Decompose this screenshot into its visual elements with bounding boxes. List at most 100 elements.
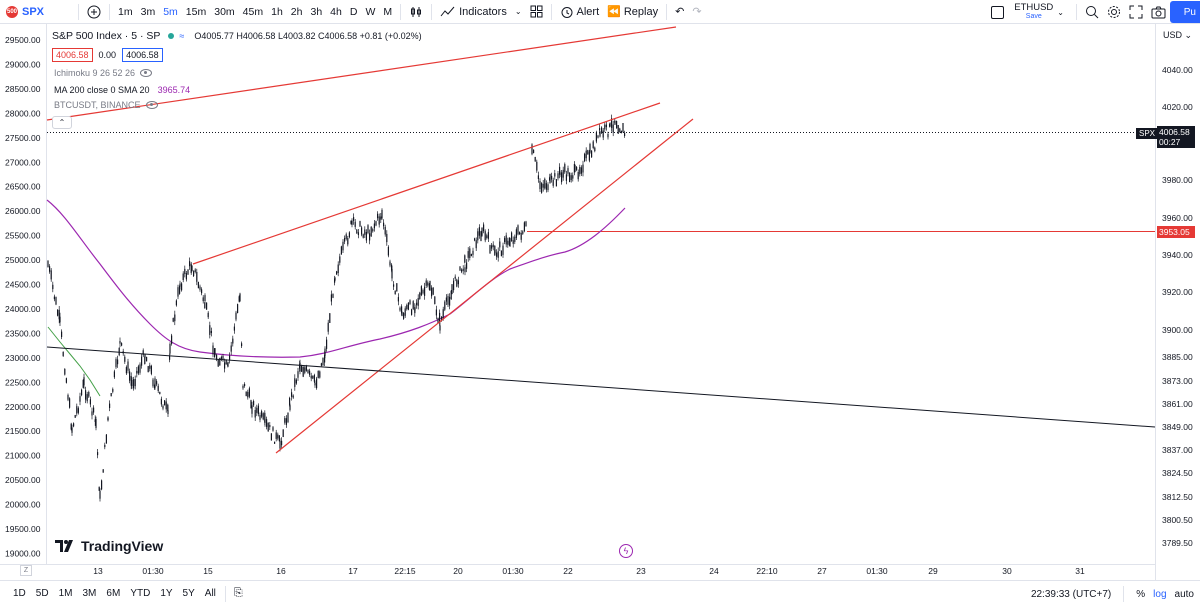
alert-button[interactable]: Alert bbox=[556, 0, 604, 24]
range-5y[interactable]: 5Y bbox=[182, 588, 195, 599]
timeframe-3h[interactable]: 3h bbox=[310, 5, 323, 18]
lightning-icon[interactable]: ϟ bbox=[619, 544, 633, 558]
candle-body bbox=[313, 375, 315, 382]
candle-body bbox=[219, 357, 221, 366]
range-1d[interactable]: 1D bbox=[13, 588, 26, 599]
z-button[interactable]: Z bbox=[20, 565, 32, 576]
price-chart[interactable]: 29500.00 29000.00 28500.00 28000.00 27500.00… bbox=[0, 24, 1200, 580]
bid-button[interactable]: 4006.58 bbox=[52, 48, 93, 62]
candle-body bbox=[237, 304, 239, 313]
series-legend[interactable]: S&P 500 Index · 5 · SP ≈ O4005.77 H4006.… bbox=[52, 30, 422, 42]
timeframe-1h[interactable]: 1h bbox=[271, 5, 283, 18]
redo-button[interactable]: ↷ bbox=[688, 0, 705, 24]
timeframe-d[interactable]: D bbox=[349, 5, 358, 18]
candle-body bbox=[464, 255, 466, 263]
candle-body bbox=[354, 221, 356, 227]
candle-body bbox=[541, 183, 543, 193]
tradingview-logo[interactable]: TradingView bbox=[55, 538, 163, 554]
right-axis-tick: 3920.00 bbox=[1162, 287, 1193, 297]
collapse-legend-button[interactable]: ⌃ bbox=[52, 116, 72, 129]
timeframe-30m[interactable]: 30m bbox=[214, 5, 235, 18]
candle-body bbox=[194, 269, 196, 272]
timeframe-w[interactable]: W bbox=[365, 5, 376, 18]
candle-body bbox=[297, 371, 299, 378]
clock[interactable]: 22:39:33 (UTC+7) bbox=[1030, 588, 1112, 600]
candle-body bbox=[227, 362, 229, 367]
indicators-button[interactable]: Indicators ⌄ bbox=[436, 0, 525, 24]
candle-body bbox=[134, 379, 136, 387]
candle-body bbox=[449, 296, 451, 306]
candle-body bbox=[520, 233, 522, 240]
candle-body bbox=[289, 398, 291, 406]
range-1y[interactable]: 1Y bbox=[160, 588, 173, 599]
eye-hidden-icon[interactable] bbox=[145, 101, 158, 109]
candle-body bbox=[549, 174, 551, 184]
candle-body bbox=[334, 277, 336, 281]
candle-body bbox=[302, 366, 304, 377]
symbol-search[interactable]: 500 SPX bbox=[0, 0, 48, 24]
timeframe-4h[interactable]: 4h bbox=[330, 5, 342, 18]
timeframe-5m[interactable]: 5m bbox=[163, 5, 178, 18]
bid-ask-row: 4006.58 0.00 4006.58 bbox=[52, 48, 163, 62]
replay-button[interactable]: ⏪ Replay bbox=[603, 0, 662, 24]
range-ytd[interactable]: YTD bbox=[130, 588, 151, 599]
timeframe-m[interactable]: M bbox=[383, 5, 393, 18]
candle-body bbox=[250, 400, 252, 409]
search-button[interactable] bbox=[1081, 0, 1103, 24]
left-axis-tick: 25000.00 bbox=[5, 255, 41, 265]
log-toggle[interactable]: log bbox=[1153, 588, 1167, 600]
candle-body bbox=[332, 293, 334, 298]
settings-button[interactable] bbox=[1103, 0, 1125, 24]
time-axis-tick: 27 bbox=[817, 566, 827, 576]
candle-body bbox=[509, 238, 511, 247]
layout-title: ETHUSD bbox=[1014, 2, 1054, 13]
current-symbol-tag: SPX bbox=[1136, 128, 1159, 139]
layout-name[interactable]: ETHUSD Save bbox=[1014, 3, 1053, 21]
overlay-legend[interactable]: BTCUSDT, BINANCE bbox=[54, 100, 158, 110]
eye-hidden-icon[interactable] bbox=[140, 69, 153, 77]
range-all[interactable]: All bbox=[204, 588, 216, 599]
timeframe-1m[interactable]: 1m bbox=[118, 5, 133, 18]
candle-body bbox=[85, 390, 87, 400]
candle-body bbox=[585, 150, 587, 159]
fullscreen-button[interactable] bbox=[1125, 0, 1147, 24]
candle-body bbox=[492, 244, 494, 248]
snapshot-button[interactable] bbox=[1147, 0, 1170, 24]
candle-body bbox=[222, 355, 224, 360]
percent-toggle[interactable]: % bbox=[1136, 588, 1146, 600]
candle-body bbox=[361, 227, 363, 235]
candle-body bbox=[212, 345, 214, 355]
range-6m[interactable]: 6M bbox=[106, 588, 121, 599]
auto-toggle[interactable]: auto bbox=[1174, 588, 1194, 600]
candle-body bbox=[278, 435, 280, 442]
ichimoku-legend[interactable]: Ichimoku 9 26 52 26 bbox=[54, 68, 153, 78]
range-5d[interactable]: 5D bbox=[35, 588, 49, 599]
candle-body bbox=[404, 308, 406, 316]
undo-button[interactable]: ↶ bbox=[671, 0, 688, 24]
candle-body bbox=[564, 164, 566, 173]
candle-body bbox=[589, 144, 591, 153]
currency-selector[interactable]: USD ⌄ bbox=[1163, 30, 1192, 41]
goto-date-icon[interactable]: ⎘ bbox=[233, 587, 243, 599]
chart-type-button[interactable] bbox=[405, 0, 427, 24]
candle-body bbox=[49, 266, 51, 272]
range-3m[interactable]: 3M bbox=[82, 588, 97, 599]
ask-button[interactable]: 4006.58 bbox=[122, 48, 163, 62]
candle-body bbox=[584, 153, 586, 162]
candle-body bbox=[337, 264, 339, 273]
open-label: O bbox=[194, 31, 202, 41]
add-symbol-button[interactable] bbox=[83, 0, 105, 24]
candle-body bbox=[119, 341, 121, 344]
timeframe-3m[interactable]: 3m bbox=[140, 5, 156, 18]
templates-button[interactable] bbox=[526, 0, 547, 24]
timeframe-15m[interactable]: 15m bbox=[185, 5, 207, 18]
ma-legend[interactable]: MA 200 close 0 SMA 20 3965.74 bbox=[54, 85, 190, 95]
timeframe-45m[interactable]: 45m bbox=[242, 5, 264, 18]
candle-body bbox=[500, 250, 502, 257]
timeframe-2h[interactable]: 2h bbox=[290, 5, 303, 18]
candle-body bbox=[259, 415, 261, 420]
checkbox-icon[interactable] bbox=[991, 5, 1005, 19]
publish-button[interactable]: Pu bbox=[1170, 1, 1200, 23]
chevron-down-icon[interactable]: ⌄ bbox=[1057, 7, 1064, 17]
range-1m[interactable]: 1M bbox=[58, 588, 73, 599]
